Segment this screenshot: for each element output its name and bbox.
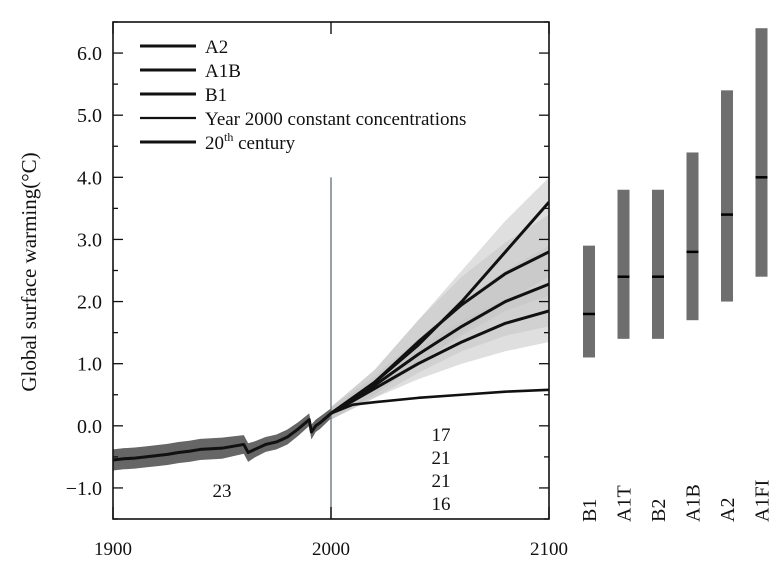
- range-label-a1t: A1T: [614, 485, 636, 522]
- range-label-a2: A2: [717, 498, 739, 522]
- count-historical: 23: [213, 481, 232, 502]
- x-tick-label-1900: 1900: [94, 539, 132, 560]
- range-bar-a1b: [686, 152, 699, 321]
- y-tick-label: 1.0: [77, 354, 102, 376]
- x-tick-label-2100: 2100: [530, 539, 568, 560]
- range-label-b1: B1: [579, 499, 601, 522]
- range-bar-a2: [721, 90, 733, 302]
- line-series-3: [330, 282, 549, 415]
- range-bar-a1t: [617, 189, 630, 339]
- axis-tick-labels: 1900 2000 2100 −1.0 0.0 1.0 2.0 3.0 4.0 5.0 6.0: [66, 43, 568, 560]
- count-projection: 21: [432, 448, 451, 469]
- line-a1b: [330, 250, 549, 415]
- legend-label-a1b: A1B: [205, 61, 241, 82]
- range-bar-b1: [583, 245, 595, 358]
- range-bar-b2: [652, 189, 664, 339]
- y-tick-label: 4.0: [77, 167, 102, 189]
- series-lines: [113, 201, 549, 462]
- range-label-a1fi: A1FI: [752, 480, 774, 522]
- y-tick-label: 5.0: [77, 105, 102, 127]
- x-tick-label-2000: 2000: [312, 539, 350, 560]
- y-tick-label: 6.0: [77, 43, 102, 65]
- count-projection: 21: [432, 471, 451, 492]
- band-20th-century: [113, 408, 331, 471]
- legend-label-c20: 20th century: [205, 130, 296, 154]
- y-tick-label: −1.0: [66, 478, 102, 500]
- line-20th-century: [113, 412, 332, 462]
- y-tick-label: 0.0: [77, 416, 102, 438]
- axis-ticks: [112, 21, 550, 520]
- count-projection: 16: [432, 494, 451, 515]
- count-projection: 17: [432, 425, 451, 446]
- scenario-ranges-2100: B1 A1T B2 A1B A2 A1FI: [579, 28, 774, 522]
- y-tick-label: 3.0: [77, 229, 102, 251]
- range-label-b2: B2: [648, 499, 670, 522]
- legend-label-b1: B1: [205, 85, 227, 106]
- y-axis-label: Global surface warming(°C): [17, 152, 41, 391]
- line-b1: [330, 309, 549, 415]
- legend-label-a2: A2: [205, 37, 228, 58]
- range-label-a1b: A1B: [683, 484, 705, 522]
- legend: A2 A1B B1 Year 2000 constant concentrations…: [140, 37, 466, 154]
- line-year-2000-constant-concentrations: [330, 388, 549, 415]
- y-tick-label: 2.0: [77, 292, 102, 314]
- legend-label-const: Year 2000 constant concentrations: [205, 109, 466, 130]
- range-bar-a1fi: [755, 28, 768, 277]
